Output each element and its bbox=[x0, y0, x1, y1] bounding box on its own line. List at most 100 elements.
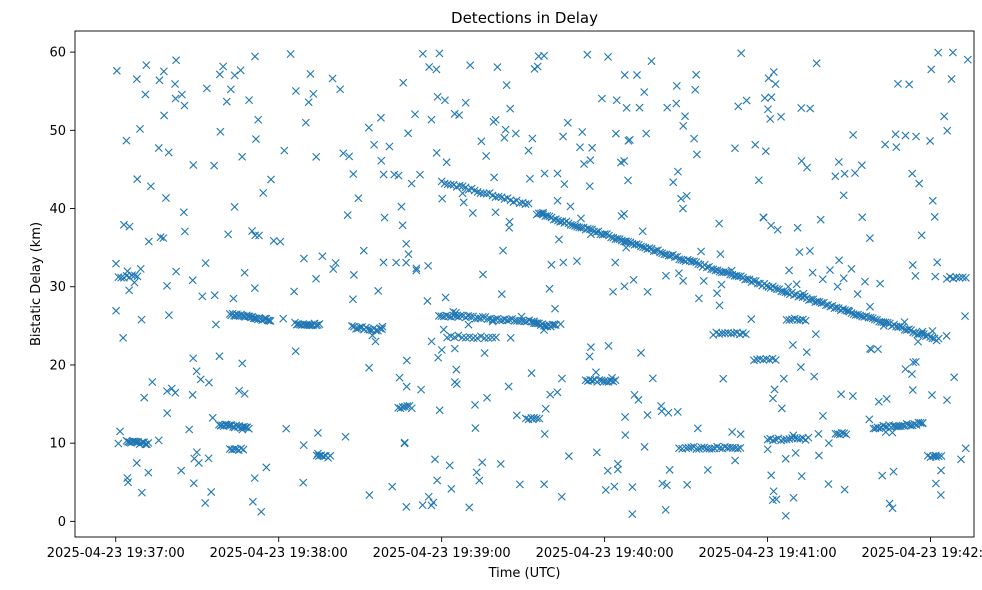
data-point bbox=[662, 481, 671, 490]
data-point bbox=[456, 311, 465, 320]
data-point bbox=[586, 230, 595, 239]
data-point bbox=[328, 74, 337, 83]
data-point bbox=[707, 444, 716, 453]
data-point bbox=[743, 275, 752, 284]
data-point bbox=[248, 497, 257, 506]
data-point bbox=[952, 273, 961, 282]
data-point bbox=[781, 454, 790, 463]
data-point bbox=[736, 272, 745, 281]
y-tick-label: 30 bbox=[49, 280, 66, 295]
data-point bbox=[908, 386, 917, 395]
data-point bbox=[455, 181, 464, 190]
data-point bbox=[842, 430, 851, 439]
data-point bbox=[291, 347, 300, 356]
data-point bbox=[299, 254, 308, 263]
data-point bbox=[318, 252, 327, 261]
data-point bbox=[130, 278, 139, 287]
data-point bbox=[940, 112, 949, 121]
data-point bbox=[767, 221, 776, 230]
data-point bbox=[315, 320, 324, 329]
data-point bbox=[447, 484, 456, 493]
data-point bbox=[553, 196, 562, 205]
data-point bbox=[804, 433, 813, 442]
data-point bbox=[909, 328, 918, 337]
data-point bbox=[160, 111, 169, 120]
data-point bbox=[371, 337, 380, 346]
data-point bbox=[144, 468, 153, 477]
data-point bbox=[196, 375, 205, 384]
data-point bbox=[643, 411, 652, 420]
data-point bbox=[826, 266, 834, 275]
data-point bbox=[144, 438, 153, 447]
data-point bbox=[727, 266, 736, 275]
data-point bbox=[172, 267, 181, 276]
data-point bbox=[767, 93, 776, 102]
data-point bbox=[503, 316, 512, 325]
data-point bbox=[204, 454, 213, 463]
data-point bbox=[132, 75, 141, 84]
data-point bbox=[622, 243, 631, 252]
data-point bbox=[651, 246, 660, 255]
data-point bbox=[496, 459, 505, 468]
data-point bbox=[961, 444, 970, 453]
data-point bbox=[219, 62, 228, 71]
data-point bbox=[719, 374, 728, 383]
data-point bbox=[865, 415, 874, 424]
data-point bbox=[159, 67, 168, 76]
data-point bbox=[803, 163, 812, 172]
data-point bbox=[669, 178, 678, 187]
data-point bbox=[788, 340, 797, 349]
data-point bbox=[192, 448, 201, 457]
data-point bbox=[554, 235, 563, 244]
data-point bbox=[568, 221, 577, 230]
data-point bbox=[559, 132, 568, 141]
data-point bbox=[682, 191, 691, 200]
data-point bbox=[604, 52, 613, 61]
data-point bbox=[402, 356, 411, 365]
data-point bbox=[452, 312, 460, 321]
data-point bbox=[495, 316, 504, 325]
x-axis-label: Time (UTC) bbox=[488, 566, 561, 581]
data-point bbox=[442, 311, 451, 320]
data-point bbox=[548, 320, 557, 329]
data-point bbox=[947, 75, 956, 84]
data-point bbox=[601, 486, 610, 494]
data-point bbox=[379, 258, 388, 267]
data-point bbox=[697, 247, 706, 256]
x-axis-ticks: 2025-04-23 19:37:00 2025-04-23 19:38:00 20… bbox=[47, 537, 982, 561]
data-point bbox=[146, 182, 155, 191]
data-point bbox=[867, 345, 876, 354]
data-point bbox=[796, 363, 805, 372]
data-point bbox=[663, 103, 672, 112]
data-point bbox=[521, 200, 530, 209]
data-point bbox=[797, 472, 806, 481]
data-point bbox=[556, 320, 565, 329]
data-point bbox=[816, 215, 825, 224]
data-point bbox=[266, 316, 275, 325]
data-point bbox=[491, 333, 500, 342]
data-point bbox=[348, 322, 357, 331]
data-point bbox=[112, 66, 121, 75]
data-point bbox=[455, 111, 464, 120]
data-point bbox=[259, 188, 268, 197]
data-point bbox=[171, 388, 180, 397]
data-point bbox=[216, 421, 225, 430]
data-point bbox=[891, 422, 900, 431]
data-point bbox=[445, 461, 454, 470]
data-point bbox=[505, 223, 514, 232]
data-point bbox=[431, 455, 439, 464]
data-point bbox=[961, 312, 970, 321]
data-point bbox=[882, 394, 891, 403]
data-point bbox=[764, 105, 772, 114]
data-point bbox=[834, 158, 843, 166]
data-point bbox=[635, 103, 644, 112]
data-point bbox=[642, 129, 651, 138]
data-point bbox=[188, 390, 197, 399]
data-point bbox=[159, 234, 168, 243]
data-point bbox=[563, 118, 572, 127]
y-axis-ticks: 0 10 20 30 40 50 60 bbox=[49, 46, 75, 530]
data-point bbox=[125, 286, 134, 295]
data-point bbox=[550, 320, 559, 329]
data-point bbox=[937, 466, 946, 475]
data-point bbox=[210, 161, 219, 170]
